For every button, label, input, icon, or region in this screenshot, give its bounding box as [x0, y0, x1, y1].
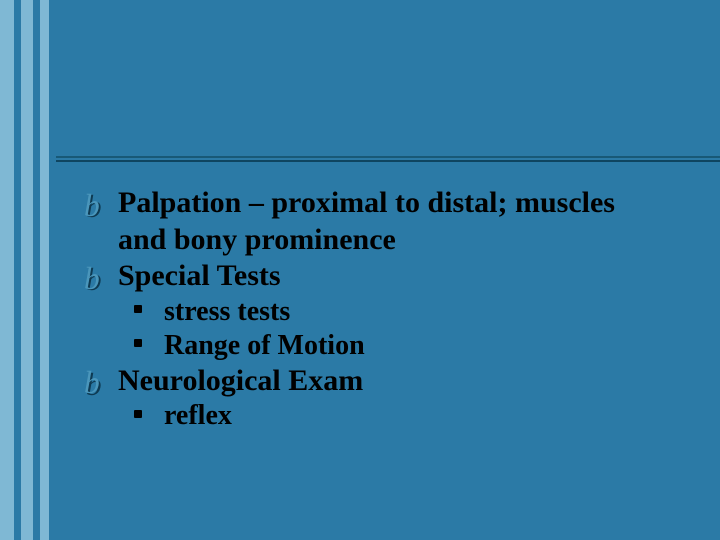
flower-bullet-icon: b b: [84, 261, 100, 297]
list-item-text: Palpation – proximal to distal; muscles: [118, 186, 615, 219]
list-item-text: Neurological Exam: [118, 364, 363, 397]
list-subitem: stress tests: [84, 296, 696, 328]
body-content: b b Palpation – proximal to distal; musc…: [84, 186, 696, 435]
list-subitem: reflex: [84, 400, 696, 432]
dot-bullet-icon: [134, 339, 142, 347]
stripe: [33, 0, 40, 540]
list-item: b b Palpation – proximal to distal; musc…: [84, 186, 696, 221]
flower-bullet-icon: b b: [84, 365, 100, 401]
dot-bullet-icon: [134, 305, 142, 313]
list-subitem: Range of Motion: [84, 330, 696, 362]
slide: b b Palpation – proximal to distal; musc…: [0, 0, 720, 540]
list-item-text: and bony prominence: [118, 223, 396, 256]
list-item: b b Special Tests: [84, 259, 696, 294]
title-divider: [56, 156, 720, 162]
dot-bullet-icon: [134, 410, 142, 418]
stripe: [0, 0, 14, 540]
list-subitem-text: reflex: [164, 400, 232, 431]
left-stripe-decor: [0, 0, 56, 540]
list-subitem-text: stress tests: [164, 296, 290, 327]
flower-bullet-icon: b b: [84, 188, 100, 224]
stripe: [14, 0, 21, 540]
stripe: [40, 0, 49, 540]
list-item-text: Special Tests: [118, 259, 281, 292]
stripe: [49, 0, 56, 540]
list-item: b b Neurological Exam: [84, 364, 696, 399]
list-item-continuation: and bony prominence: [84, 223, 696, 258]
stripe: [21, 0, 33, 540]
list-subitem-text: Range of Motion: [164, 330, 365, 361]
